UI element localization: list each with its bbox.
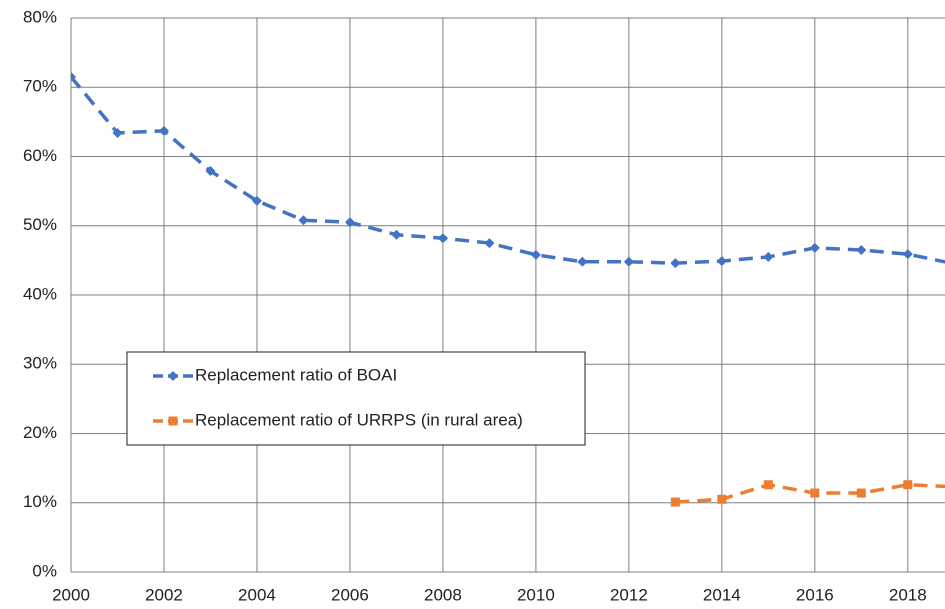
x-tick-label: 2012 <box>610 585 648 604</box>
plot-area <box>71 71 945 507</box>
marker <box>903 480 913 490</box>
marker <box>251 195 262 206</box>
x-tick-label: 2004 <box>238 585 276 604</box>
y-tick-label: 70% <box>23 77 57 96</box>
marker <box>716 256 727 267</box>
x-tick-label: 2008 <box>424 585 462 604</box>
y-tick-label: 10% <box>23 492 57 511</box>
marker <box>577 256 588 267</box>
marker <box>205 166 216 177</box>
marker <box>437 233 448 244</box>
marker <box>670 258 681 269</box>
marker <box>344 217 355 228</box>
x-tick-label: 2016 <box>796 585 834 604</box>
marker <box>763 251 774 262</box>
y-tick-label: 20% <box>23 423 57 442</box>
marker <box>530 249 541 260</box>
legend-label: Replacement ratio of BOAI <box>195 365 397 384</box>
y-tick-label: 30% <box>23 354 57 373</box>
marker <box>717 494 727 504</box>
marker <box>902 249 913 260</box>
marker <box>809 242 820 253</box>
legend-label: Replacement ratio of URRPS (in rural are… <box>195 410 523 429</box>
marker <box>298 215 309 226</box>
x-tick-label: 2014 <box>703 585 741 604</box>
x-tick-label: 2000 <box>52 585 90 604</box>
marker <box>856 244 867 255</box>
marker <box>484 238 495 249</box>
x-tick-label: 2002 <box>145 585 183 604</box>
legend-box <box>126 351 586 446</box>
y-tick-label: 50% <box>23 215 57 234</box>
y-tick-label: 0% <box>32 561 57 580</box>
marker <box>391 229 402 240</box>
marker <box>856 488 866 498</box>
marker <box>168 371 178 381</box>
legend: Replacement ratio of BOAI Replacement rat… <box>126 351 586 446</box>
x-tick-label: 2006 <box>331 585 369 604</box>
y-tick-label: 40% <box>23 284 57 303</box>
x-tick-label: 2018 <box>889 585 927 604</box>
marker <box>112 127 123 138</box>
y-tick-label: 60% <box>23 146 57 165</box>
marker <box>670 497 680 507</box>
series-line <box>71 75 945 265</box>
marker <box>763 480 773 490</box>
marker <box>168 416 178 426</box>
marker <box>810 488 820 498</box>
marker <box>71 71 76 82</box>
y-tick-label: 80% <box>23 7 57 26</box>
marker <box>623 256 634 267</box>
x-tick-label: 2010 <box>517 585 555 604</box>
marker <box>158 125 169 136</box>
